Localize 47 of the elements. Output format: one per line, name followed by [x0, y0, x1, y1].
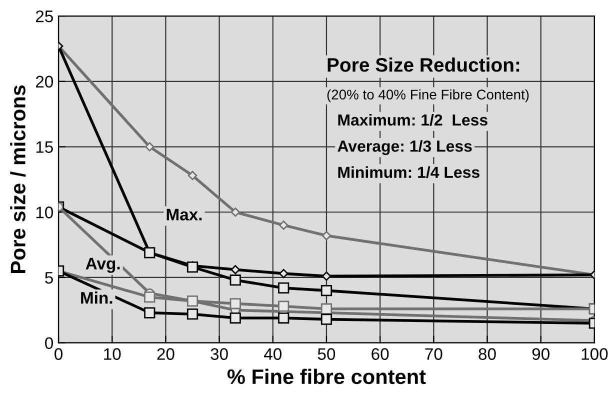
y-tick-label: 5 [45, 272, 53, 284]
point [320, 314, 332, 325]
point [188, 170, 198, 180]
point [278, 268, 288, 278]
point [186, 308, 198, 320]
y-tick-label: 10 [36, 206, 54, 218]
point [145, 142, 154, 152]
y-tick-label: 25 [36, 10, 53, 22]
y-axis-title: Pore size / microns [10, 85, 26, 273]
annotation: Avg. [86, 258, 120, 273]
point [230, 208, 240, 217]
point [144, 292, 156, 303]
point [278, 312, 290, 324]
annotation: Maximum: 1/2 Less [338, 114, 488, 126]
point [322, 231, 332, 240]
x-tick-label: 40 [264, 348, 282, 360]
x-tick-label: 70 [425, 348, 442, 360]
x-tick-label: 0 [54, 348, 63, 360]
point [230, 274, 241, 286]
annotation: Average: 1/3 Less [338, 140, 472, 156]
point [144, 307, 156, 318]
y-tick-label: 0 [45, 337, 54, 350]
x-tick-label: 60 [372, 348, 389, 360]
point [230, 265, 240, 274]
x-tick-label: 50 [318, 348, 336, 360]
annotation: Minimum: 1/4 Less [338, 166, 480, 178]
x-tick-label: 30 [210, 348, 228, 360]
point [230, 312, 241, 324]
annotation: (20% to 40% Fine Fibre Content) [327, 89, 529, 102]
point [322, 272, 332, 281]
y-tick-label: 15 [36, 141, 53, 153]
x-axis-title: % Fine fibre content [227, 368, 426, 384]
point [320, 285, 332, 296]
x-tick-label: 90 [532, 348, 550, 360]
point [230, 298, 241, 310]
annotation: Max. [166, 208, 202, 220]
point [278, 220, 288, 230]
annotation: Pore Size Reduction: [328, 58, 520, 72]
x-tick-label: 10 [104, 348, 121, 360]
x-tick-label: 20 [157, 348, 174, 360]
x-tick-label: 80 [478, 348, 496, 360]
annotation: Min. [81, 292, 112, 304]
point [320, 303, 332, 314]
point [278, 300, 290, 312]
point [278, 282, 290, 294]
y-tick-label: 20 [36, 76, 54, 88]
x-tick-label: 100 [582, 348, 608, 360]
